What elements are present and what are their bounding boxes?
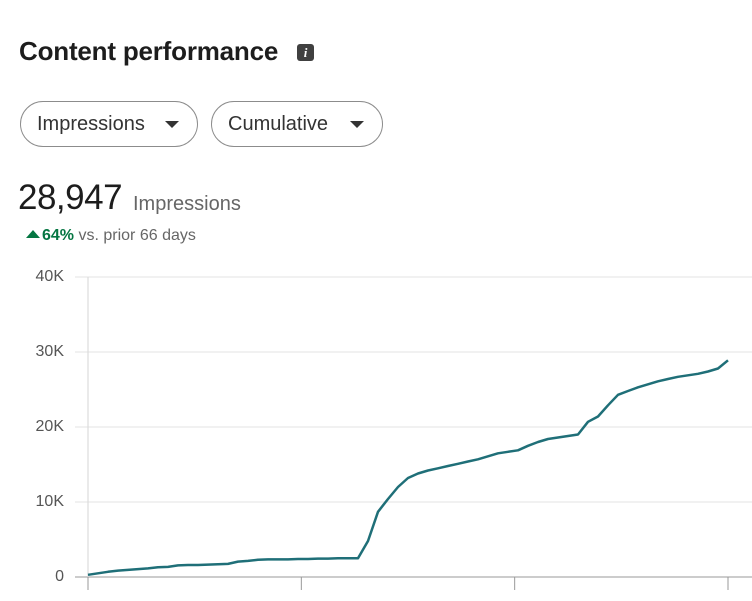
metric-name: Impressions (133, 193, 241, 215)
y-tick-label: 10K (36, 493, 65, 510)
change-percent: 64% (42, 227, 75, 244)
y-tick-label: 20K (36, 418, 65, 435)
y-tick-label: 40K (36, 268, 65, 285)
data-line (87, 359, 729, 577)
metric-dropdown[interactable]: Impressions (20, 101, 198, 147)
title: Content performance (19, 36, 279, 66)
total-value: 28,947 (18, 178, 123, 217)
comparison: vs. prior 66 days (78, 227, 196, 244)
info-icon[interactable]: i (297, 44, 314, 61)
change: 64% vs. prior 66 days (26, 227, 196, 245)
y-tick-label: 0 (55, 568, 64, 585)
mode-dropdown[interactable]: Cumulative (211, 101, 383, 147)
dropdown-label: Impressions (37, 113, 145, 135)
dropdown-label: Cumulative (228, 113, 329, 135)
y-tick-label: 30K (36, 343, 65, 360)
